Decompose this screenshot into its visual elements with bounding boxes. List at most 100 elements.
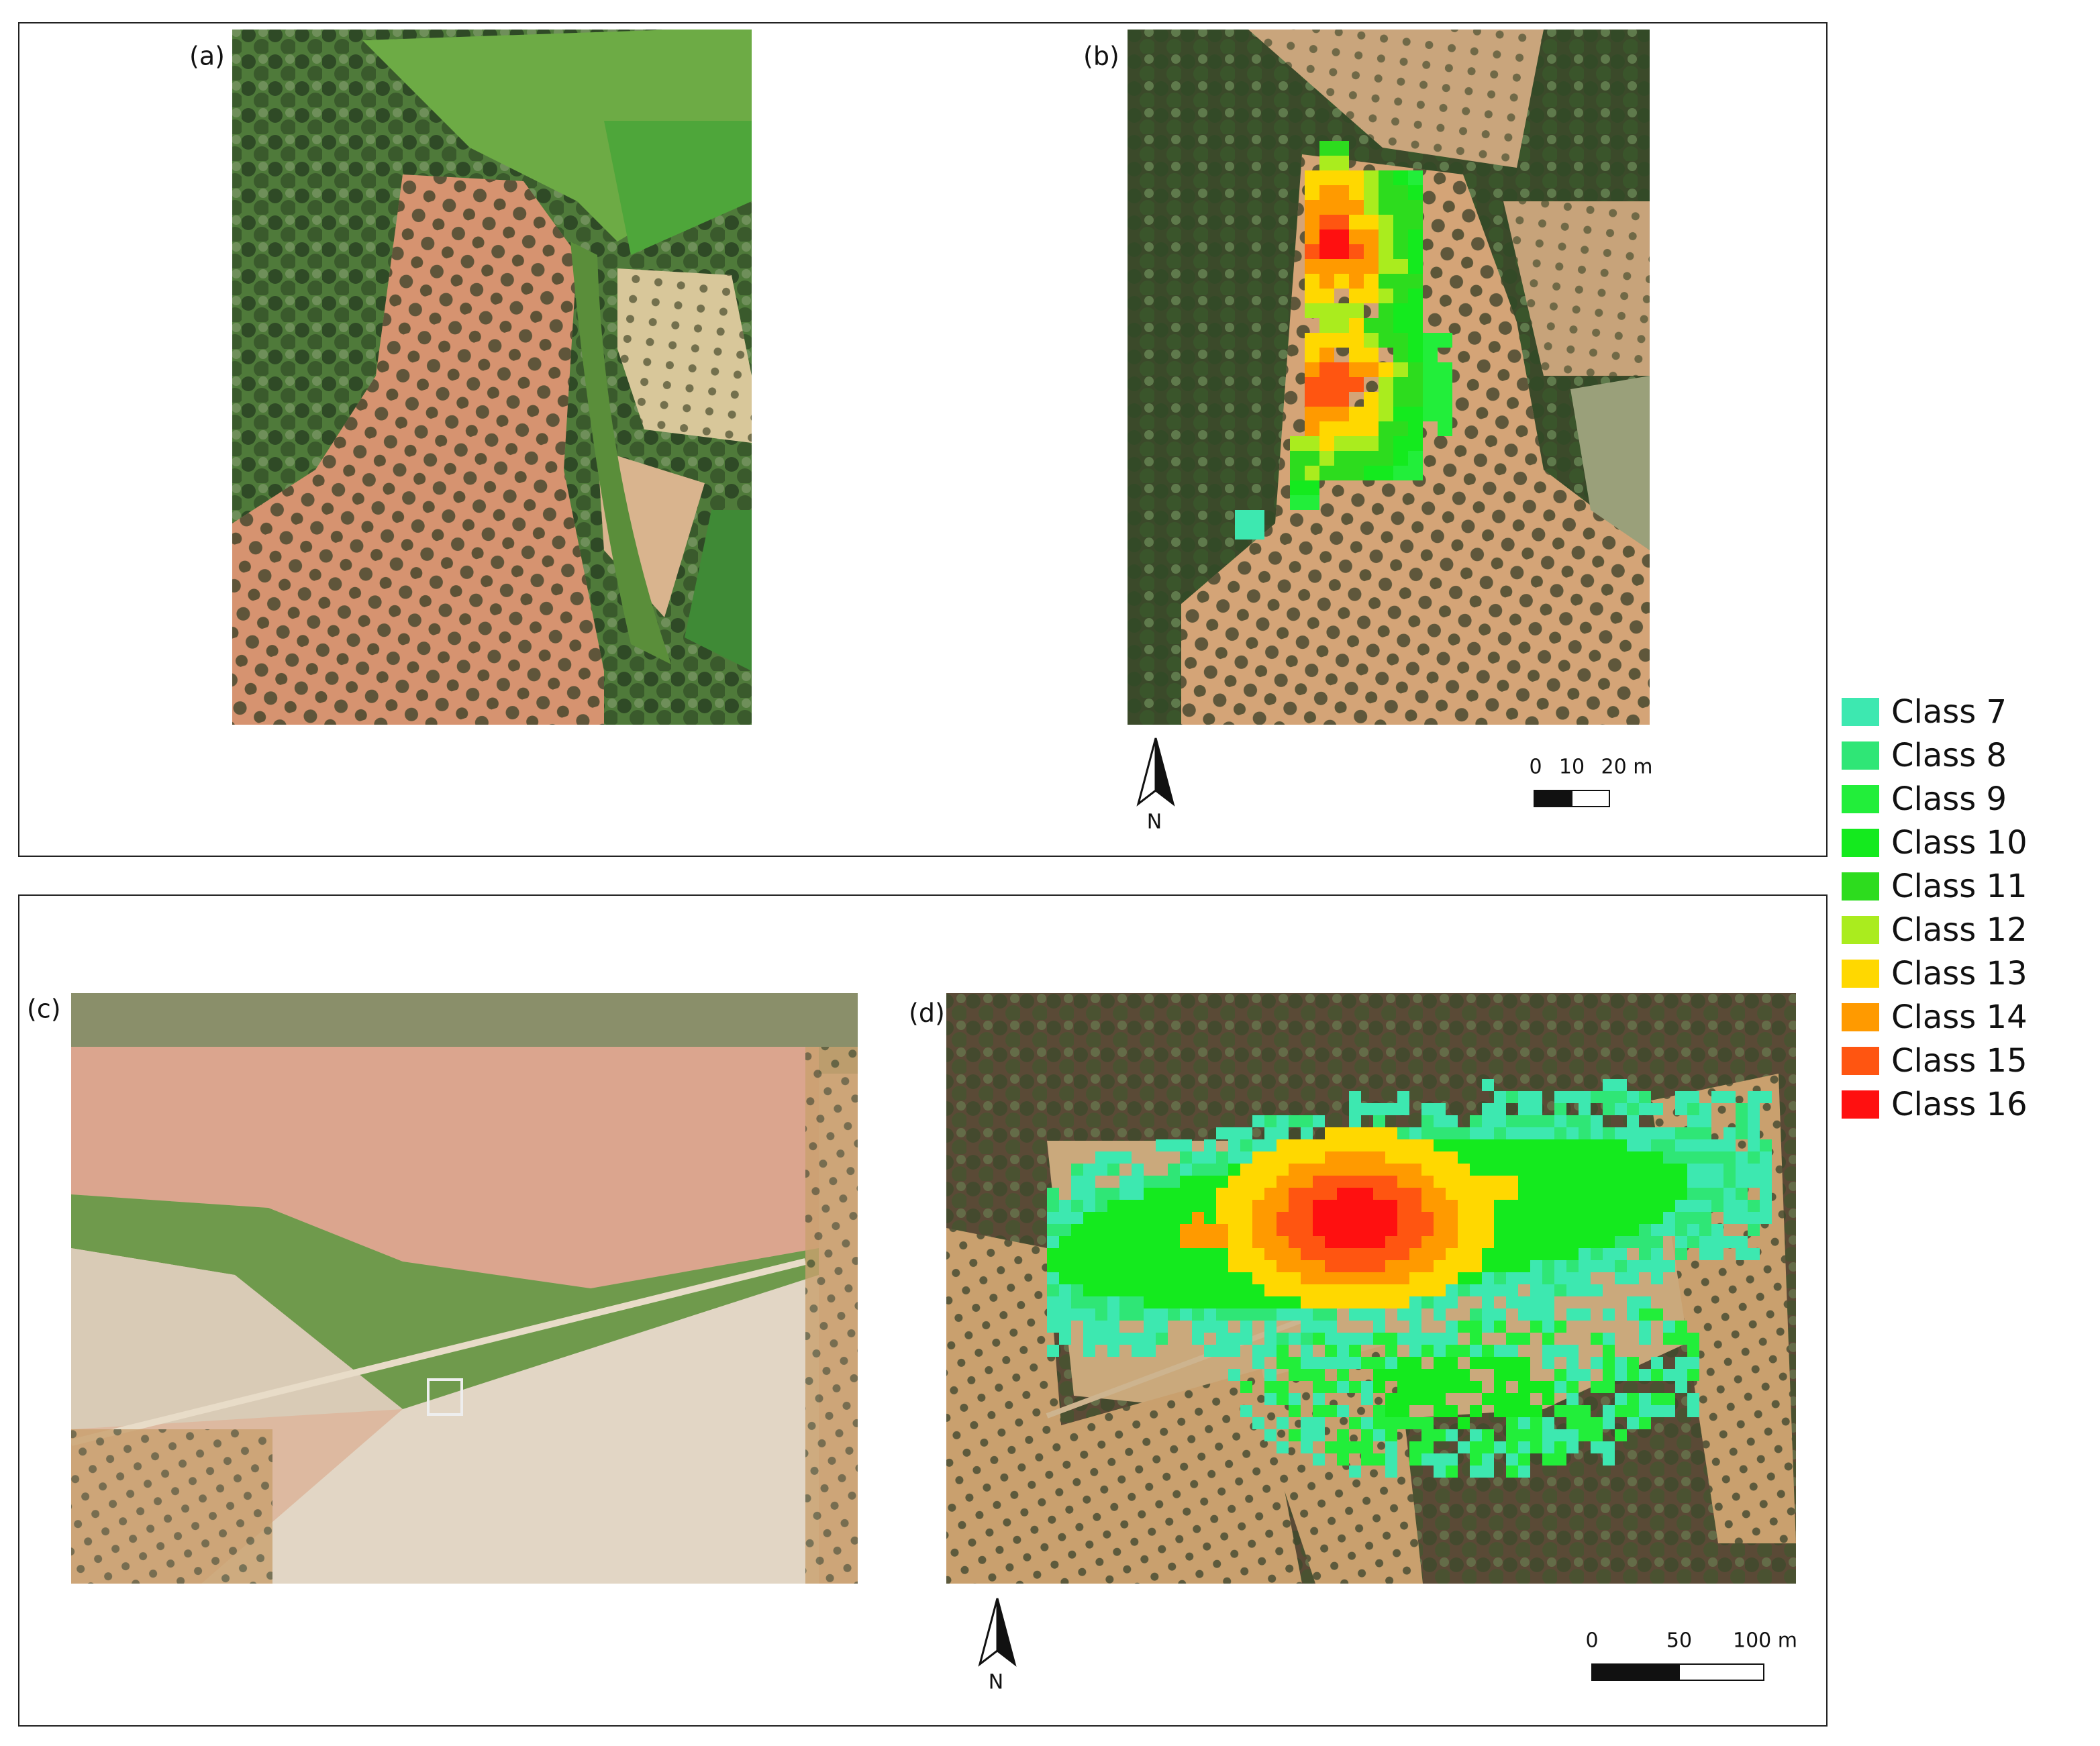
heat-cell [1132, 1176, 1144, 1188]
heat-cell [1204, 1308, 1216, 1321]
heat-cell [1409, 1272, 1421, 1284]
heat-cell [1393, 392, 1408, 407]
heat-cell [1434, 1357, 1446, 1369]
heat-cell [1711, 1176, 1723, 1188]
heat-cell [1305, 421, 1319, 436]
heat-cell [1554, 1272, 1566, 1284]
heat-cell [1542, 1260, 1554, 1272]
heat-cell [1289, 1333, 1301, 1345]
heat-cell [1603, 1164, 1615, 1176]
heat-cell [1530, 1236, 1542, 1248]
heat-cell [1180, 1248, 1192, 1260]
heat-cell [1651, 1308, 1663, 1321]
heat-cell [1250, 510, 1264, 525]
heat-cell [1301, 1441, 1313, 1453]
legend-label: Class 13 [1891, 955, 2028, 992]
heat-cell [1506, 1248, 1518, 1260]
heat-cell [1119, 1212, 1132, 1224]
heat-cell [1305, 170, 1319, 185]
heat-cell [1554, 1345, 1566, 1357]
heat-cell [1409, 1308, 1421, 1321]
heat-cell [1699, 1103, 1711, 1115]
heat-cell [1554, 1429, 1566, 1441]
heat-cell [1542, 1139, 1554, 1151]
heat-cell [1305, 185, 1319, 200]
heat-cell [1156, 1296, 1168, 1308]
heat-cell [1228, 1236, 1240, 1248]
heat-cell [1421, 1381, 1434, 1393]
heat-cell [1639, 1188, 1651, 1200]
heat-cell [1408, 185, 1423, 200]
heat-cell [1458, 1212, 1470, 1224]
heat-cell [1518, 1381, 1530, 1393]
heat-cell [1313, 1188, 1325, 1200]
heat-cell [1083, 1248, 1095, 1260]
heat-cell [1554, 1176, 1566, 1188]
heat-cell [1408, 392, 1423, 407]
legend-swatch [1842, 741, 1879, 770]
heat-cell [1687, 1188, 1699, 1200]
heat-cell [1470, 1321, 1482, 1333]
heat-cell [1591, 1091, 1603, 1103]
heat-cell [1506, 1453, 1518, 1466]
heat-cell [1385, 1369, 1397, 1381]
heat-cell [1289, 1212, 1301, 1224]
heat-cell [1470, 1441, 1482, 1453]
heat-cell [1518, 1260, 1530, 1272]
heat-cell [1687, 1164, 1699, 1176]
heat-cell [1216, 1308, 1228, 1321]
heat-cell [1615, 1260, 1627, 1272]
heat-cell [1393, 466, 1408, 480]
heat-cell [1240, 1321, 1252, 1333]
heat-cell [1301, 1284, 1313, 1296]
heat-cell [1204, 1260, 1216, 1272]
heat-cell [1289, 1224, 1301, 1236]
heat-cell [1530, 1127, 1542, 1139]
heat-cell [1319, 392, 1334, 407]
heat-cell [1458, 1224, 1470, 1236]
heat-cell [1397, 1381, 1409, 1393]
heat-cell [1423, 348, 1438, 362]
heat-cell [1289, 1115, 1301, 1127]
heat-cell [1627, 1176, 1639, 1188]
heat-cell [1264, 1115, 1277, 1127]
heat-cell [1385, 1164, 1397, 1176]
heat-cell [1591, 1284, 1603, 1296]
heat-cell [1494, 1381, 1506, 1393]
heat-cell [1639, 1405, 1651, 1417]
heat-cell [1301, 1296, 1313, 1308]
heat-cell [1144, 1248, 1156, 1260]
heat-cell [1325, 1248, 1337, 1260]
heat-cell [1059, 1212, 1071, 1224]
heat-cell [1290, 466, 1305, 480]
heat-cell [1566, 1272, 1579, 1284]
heat-cell [1373, 1308, 1385, 1321]
heat-cell [1494, 1151, 1506, 1164]
heat-cell [1180, 1272, 1192, 1284]
heat-cell [1277, 1357, 1289, 1369]
heat-cell [1240, 1333, 1252, 1345]
heat-cell [1446, 1345, 1458, 1357]
heat-cell [1305, 259, 1319, 274]
heat-cell [1482, 1308, 1494, 1321]
heat-cell [1409, 1333, 1421, 1345]
heat-cell [1687, 1345, 1699, 1357]
heat-cell [1748, 1127, 1760, 1139]
heat-cell [1364, 362, 1379, 377]
heat-cell [1566, 1224, 1579, 1236]
heat-cell [1144, 1200, 1156, 1212]
heat-cell [1083, 1345, 1095, 1357]
heat-cell [1301, 1127, 1313, 1139]
heat-cell [1748, 1248, 1760, 1260]
heat-cell [1518, 1151, 1530, 1164]
heat-cell [1228, 1224, 1240, 1236]
heat-cell [1639, 1393, 1651, 1405]
heat-cell [1639, 1248, 1651, 1260]
heat-cell [1252, 1284, 1264, 1296]
heat-cell [1530, 1200, 1542, 1212]
heat-cell [1579, 1248, 1591, 1260]
heat-cell [1494, 1441, 1506, 1453]
heat-cell [1192, 1321, 1204, 1333]
